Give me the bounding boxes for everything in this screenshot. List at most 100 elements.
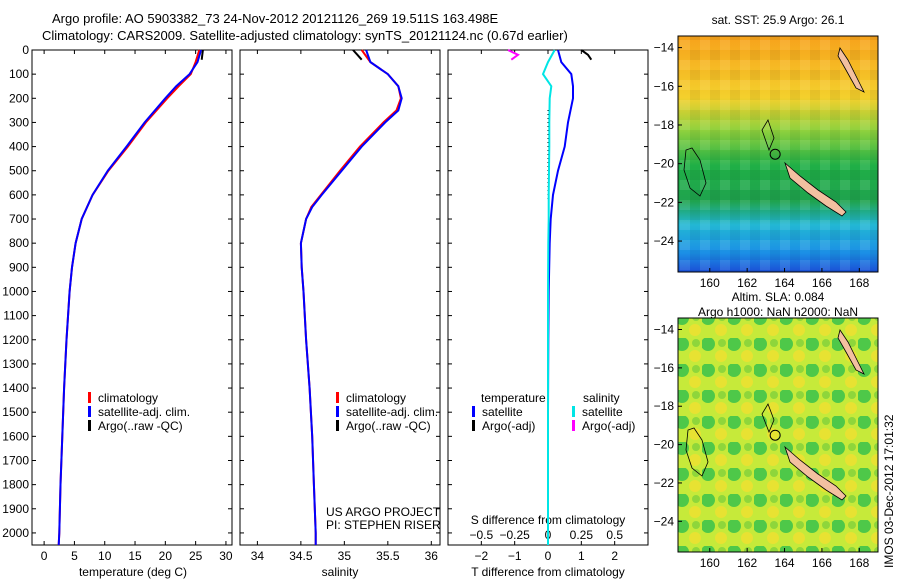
temperature-series-argo-raw-qc-: [200, 49, 204, 60]
sst-map: [677, 35, 879, 273]
salinity-xlabel: salinity: [322, 565, 359, 579]
legend-swatch-s-argo: [572, 420, 575, 431]
depth-tick-label: 1900: [2, 502, 29, 516]
salinity-series-satellite-adj-clim-: [299, 49, 403, 545]
sst_map-xtick-label: 168: [849, 276, 869, 290]
difference-series-t-argo-adj-: [580, 49, 593, 61]
sla-map-subtitle: Argo h1000: NaN h2000: NaN: [698, 305, 858, 319]
legend-label-climatology: climatology: [346, 391, 406, 405]
legend-title-salinity: salinity: [583, 391, 620, 405]
legend-label-argo: Argo(..raw -QC): [346, 419, 431, 433]
depth-tick-label: 1000: [2, 284, 29, 298]
legend-label-satellite: satellite-adj. clim.: [346, 405, 438, 419]
depth-tick-label: 1400: [2, 381, 29, 395]
sst_map-ytick-label: −14: [654, 41, 675, 55]
sst_map-ytick-label: −22: [654, 195, 675, 209]
salinity-legend: climatology satellite-adj. clim. Argo(..…: [336, 391, 438, 433]
temperature-xlabel: temperature (deg C): [79, 565, 187, 579]
depth-tick-label: 1600: [2, 429, 29, 443]
imos-timestamp-label: IMOS 03-Dec-2012 17:01:32: [882, 414, 896, 568]
sla_map-argo-position-marker: [769, 429, 781, 441]
sst-map-island: [784, 161, 847, 217]
sst_map-xtick-label: 160: [700, 276, 720, 290]
temperature-xtick-label: 25: [189, 549, 203, 563]
temperature-xtick-label: 30: [219, 549, 233, 563]
legend-label-s-argo: Argo(-adj): [582, 419, 635, 433]
sst_map-xtick-label: 162: [737, 276, 757, 290]
sla-map-field: [678, 318, 878, 552]
sla-map: [677, 317, 879, 553]
difference-top-xtick-label: 0.5: [606, 528, 623, 542]
sla_map-xtick-label: 166: [812, 556, 832, 570]
sla_map-ytick-label: −16: [654, 361, 675, 375]
temperature-xtick-label: 0: [41, 549, 48, 563]
temperature-xtick-label: 10: [98, 549, 112, 563]
difference-series-s-argo-adj-: [507, 49, 520, 61]
sst_map-ytick-label: −20: [654, 157, 675, 171]
salinity-panel-frame: [239, 49, 441, 546]
sla_map-xtick-label: 160: [700, 556, 720, 570]
legend-label-s-satellite: satellite: [582, 405, 623, 419]
project-annotation-line2: PI: STEPHEN RISER: [326, 518, 441, 532]
temperature-xtick-label: 5: [71, 549, 78, 563]
temperature-legend: climatology satellite-adj. clim. Argo(..…: [88, 391, 190, 433]
depth-tick-label: 0: [22, 43, 29, 57]
depth-tick-label: 1800: [2, 478, 29, 492]
depth-tick-label: 600: [9, 188, 29, 202]
depth-tick-label: 900: [9, 260, 29, 274]
depth-tick-label: 300: [9, 115, 29, 129]
sst_map-xtick-label: 166: [812, 276, 832, 290]
depth-tick-label: 1700: [2, 453, 29, 467]
depth-tick-label: 200: [9, 91, 29, 105]
depth-tick-label: 2000: [2, 526, 29, 540]
sst_map-argo-position-marker: [769, 148, 781, 160]
sla-map-coastline: [685, 427, 709, 477]
project-annotation-line1: US ARGO PROJECT: [326, 505, 441, 519]
legend-label-t-argo: Argo(-adj): [482, 419, 535, 433]
legend-title-temperature: temperature: [481, 391, 546, 405]
difference-xtick-label: −2: [474, 549, 488, 563]
sla_map-xtick-label: 162: [737, 556, 757, 570]
sst_map-xtick-label: 164: [775, 276, 795, 290]
depth-tick-label: 800: [9, 236, 29, 250]
legend-swatch-t-satellite: [472, 406, 475, 417]
legend-swatch-argo: [88, 420, 91, 431]
sst-map-coastline: [683, 147, 707, 197]
legend-swatch-argo: [336, 420, 339, 431]
depth-tick-label: 1300: [2, 357, 29, 371]
depth-tick-label: 1500: [2, 405, 29, 419]
temperature-xtick-label: 15: [128, 549, 142, 563]
sla_map-ytick-label: −20: [654, 438, 675, 452]
sla_map-xtick-label: 168: [849, 556, 869, 570]
depth-tick-label: 1100: [3, 309, 29, 323]
depth-tick-label: 500: [9, 164, 29, 178]
difference-legend: temperature satellite Argo(-adj) salinit…: [472, 391, 635, 433]
sla_map-ytick-label: −14: [654, 323, 675, 337]
legend-label-t-satellite: satellite: [482, 405, 523, 419]
depth-tick-label: 400: [9, 140, 29, 154]
legend-swatch-s-satellite: [572, 406, 575, 417]
temperature-xtick-label: 20: [159, 549, 173, 563]
difference-xtick-label: 2: [611, 549, 618, 563]
temperature-panel-frame: [31, 49, 233, 546]
sla_map-ytick-label: −24: [654, 514, 675, 528]
sla_map-ytick-label: −18: [654, 399, 675, 413]
temperature-series-satellite-adj-clim-: [57, 49, 203, 546]
salinity-xtick-label: 36: [425, 549, 439, 563]
sst_map-ytick-label: −24: [654, 234, 675, 248]
sla_map-ytick-label: −22: [654, 476, 675, 490]
sla-map-island: [784, 445, 847, 501]
legend-swatch-satellite: [88, 406, 91, 417]
salinity-xtick-label: 35: [338, 549, 352, 563]
legend-label-climatology: climatology: [98, 391, 158, 405]
sla-map-title: Altim. SLA: 0.084: [732, 290, 825, 304]
figure-title-line1: Argo profile: AO 5903382_73 24-Nov-2012 …: [52, 11, 499, 26]
sst_map-ytick-label: −18: [654, 118, 675, 132]
salinity-xtick-label: 34: [251, 549, 265, 563]
legend-swatch-climatology: [336, 392, 339, 403]
difference-top-xtick-label: −0.5: [469, 528, 493, 542]
salinity-xtick-label: 34.5: [289, 549, 313, 563]
depth-tick-label: 1200: [2, 333, 29, 347]
sst_map-ytick-label: −16: [654, 79, 675, 93]
